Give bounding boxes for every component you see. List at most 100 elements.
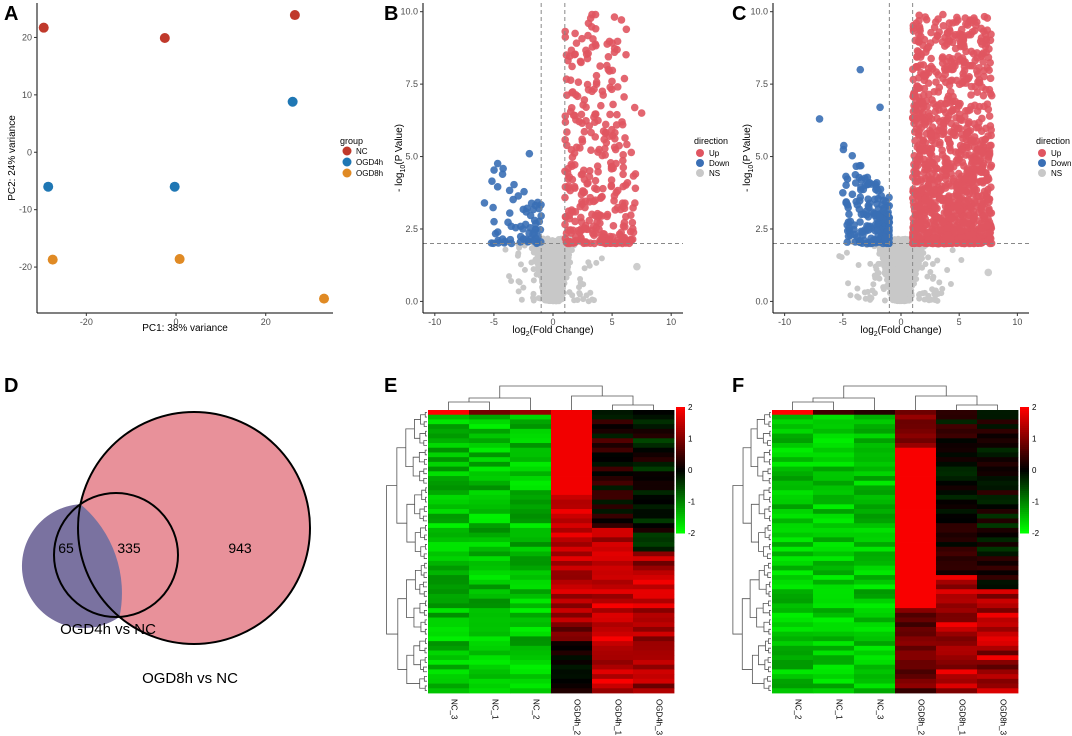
volcano-point-up	[979, 49, 988, 57]
volcano-point-ns	[894, 294, 901, 301]
volcano-point-ns	[922, 261, 929, 268]
venn-set-ogd8h	[78, 412, 310, 644]
venn-diagram: 65 335 943 OGD4h vs NC OGD8h vs NC	[21, 411, 311, 687]
volcano-point-up	[984, 185, 992, 194]
row-dendrogram-branch	[419, 470, 424, 482]
volcano-point-ns	[558, 285, 565, 292]
heatmap-cell	[592, 419, 634, 425]
volcano-point-up	[909, 228, 917, 237]
volcano-point-ns	[548, 293, 555, 300]
volcano-point-ns	[878, 246, 885, 253]
heatmap-cell	[633, 457, 675, 463]
heatmap-cell	[633, 419, 675, 425]
volcano-point-up	[604, 52, 613, 61]
heatmap-cell	[469, 461, 511, 467]
volcano-point-up	[576, 57, 585, 66]
volcano-point-up	[969, 50, 978, 58]
row-dendrogram-branch	[420, 621, 426, 633]
volcano-x-tick-label: 10	[1012, 317, 1022, 327]
volcano-point-up	[981, 135, 990, 144]
volcano-point-up	[980, 72, 988, 81]
volcano-point-up	[911, 164, 920, 173]
heatmap-cell	[469, 414, 511, 420]
volcano-point-up	[621, 134, 629, 142]
volcano-point-up	[977, 227, 986, 236]
heatmap-cell	[592, 410, 634, 416]
volcano-point-up	[955, 102, 963, 110]
volcano-point-up	[571, 29, 579, 38]
volcano-point-ns	[543, 256, 550, 263]
volcano-point-ns	[583, 292, 590, 299]
volcano-point-down	[488, 177, 496, 186]
volcano-point-up	[564, 164, 572, 173]
volcano-point-ns	[574, 297, 581, 304]
row-dendrogram-branch	[420, 414, 426, 425]
volcano-point-ns	[876, 275, 883, 282]
volcano-point-down	[876, 103, 884, 112]
volcano-point-ns	[544, 235, 551, 242]
pca-y-tick-label: 20	[22, 32, 32, 42]
volcano-point-down	[876, 213, 884, 221]
volcano-point-ns	[906, 290, 913, 297]
heatmap-cell	[428, 471, 470, 477]
volcano-point-ns	[898, 275, 905, 282]
volcano-point-up	[619, 170, 627, 179]
volcano-point-down	[530, 228, 539, 237]
volcano-point-up	[598, 192, 606, 201]
volcano-point-ns	[553, 290, 560, 297]
volcano-point-ns	[517, 261, 524, 268]
panel-label-e: E	[384, 375, 397, 397]
volcano-point-up	[948, 61, 957, 70]
volcano-y-tick-label: 10.0	[750, 7, 768, 17]
volcano-point-up	[928, 123, 937, 131]
volcano-point-up	[920, 35, 929, 44]
volcano-point-up	[924, 184, 933, 192]
volcano-point-up	[578, 135, 586, 144]
pca-x-label: PC1: 38% variance	[142, 323, 228, 334]
volcano-y-tick-label: 5.0	[755, 152, 768, 162]
row-dendrogram-branch	[418, 452, 426, 463]
pca-y-tick-label: 10	[22, 90, 32, 100]
volcano-point-up	[610, 13, 619, 21]
volcano-point-up	[915, 152, 923, 161]
heatmap-cell	[551, 424, 593, 430]
row-dendrogram-branch	[423, 676, 427, 682]
volcano-point-up	[618, 120, 627, 129]
volcano-point-up	[978, 40, 986, 48]
volcano-point-up	[951, 44, 960, 53]
volcano-point-up	[615, 141, 623, 150]
volcano-b-x-label-rest: (Fold Change)	[530, 325, 594, 336]
volcano-point-up	[582, 225, 590, 233]
volcano-point-up	[985, 229, 994, 238]
volcano-point-up	[948, 214, 956, 223]
volcano-point-ns	[897, 237, 904, 244]
heatmap-cell	[551, 471, 593, 477]
volcano-point-up	[960, 162, 968, 170]
volcano-point-down	[533, 198, 542, 207]
volcano-point-up	[961, 198, 970, 206]
volcano-x-tick-label: -10	[778, 317, 791, 327]
volcano-point-up	[620, 93, 628, 101]
heatmap-e-column-dendrogram	[448, 385, 654, 410]
volcano-c-legend-up: Up	[1038, 149, 1062, 158]
heatmap-cell	[592, 447, 634, 453]
volcano-c-legend-label-up: Up	[1051, 149, 1062, 158]
volcano-y-tick-label: 2.5	[405, 224, 418, 234]
volcano-point-up	[977, 34, 986, 42]
volcano-point-ns	[530, 266, 537, 273]
volcano-point-down	[855, 162, 864, 170]
volcano-point-up	[578, 34, 586, 43]
volcano-c-y-label-main: - log	[742, 173, 753, 192]
volcano-point-down	[516, 232, 525, 241]
heatmap-cell	[592, 438, 634, 444]
heatmap-cell	[633, 428, 675, 434]
volcano-point-up	[601, 144, 609, 153]
volcano-point-up	[631, 184, 640, 193]
volcano-point-up	[601, 120, 610, 129]
volcano-point-up	[601, 151, 609, 159]
volcano-b-legend-label-ns: NS	[709, 169, 720, 178]
volcano-point-up	[959, 31, 968, 40]
volcano-b-points	[480, 10, 646, 305]
volcano-point-up	[942, 234, 950, 242]
